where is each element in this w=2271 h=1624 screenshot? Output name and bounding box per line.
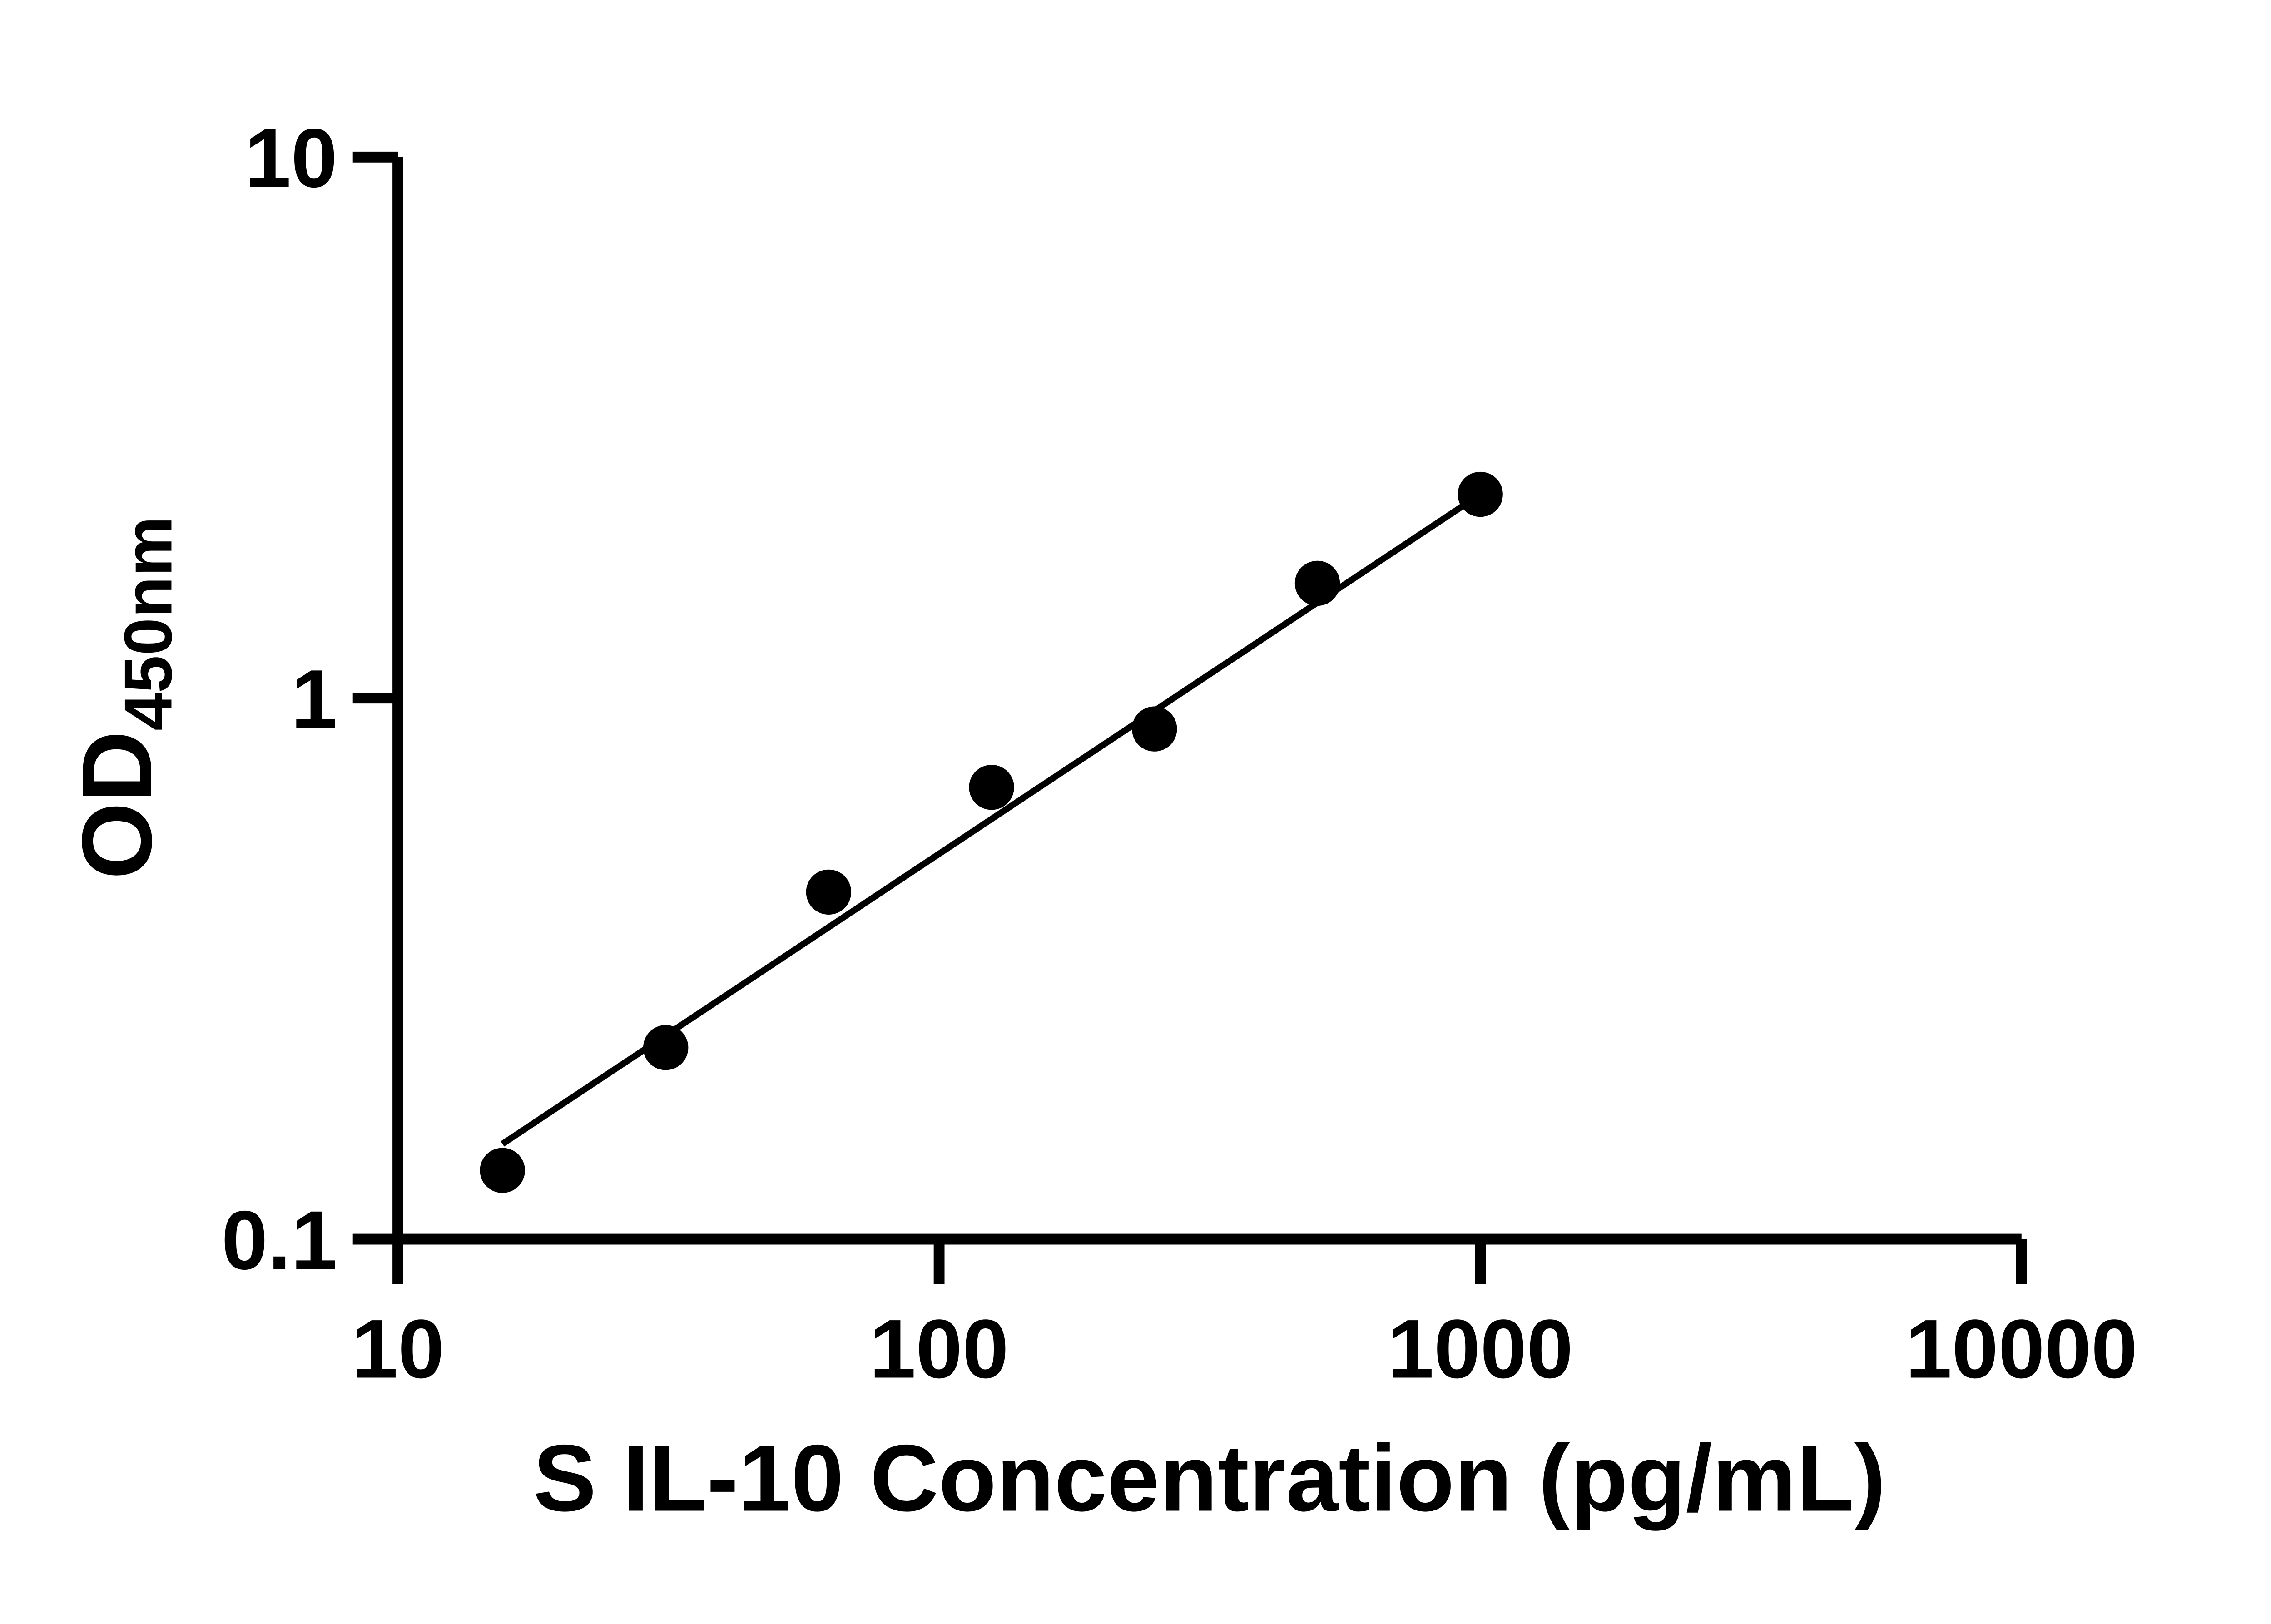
axes — [392, 157, 2022, 1245]
data-point — [480, 1148, 525, 1193]
y-axis-title-main: OD — [62, 731, 173, 880]
data-point — [806, 869, 852, 915]
x-tick-label: 100 — [869, 1302, 1009, 1396]
y-tick-label: 1 — [291, 653, 337, 746]
y-axis-title-subscript: 450nm — [110, 516, 186, 731]
data-point — [969, 765, 1014, 810]
y-axis-title: OD450nm — [62, 516, 186, 880]
data-point — [1294, 560, 1340, 606]
data-points — [480, 471, 1503, 1193]
data-point — [1132, 706, 1177, 752]
x-tick-label: 10000 — [1905, 1302, 2137, 1396]
y-tick-label: 0.1 — [221, 1193, 337, 1287]
x-tick-label: 10 — [352, 1302, 444, 1396]
tick-labels: 0.1 1 10 10 100 1000 10000 — [221, 111, 2137, 1395]
x-axis-title: S IL-10 Concentration (pg/mL) — [533, 1426, 1886, 1531]
y-tick-label: 10 — [245, 111, 337, 204]
x-tick-label: 1000 — [1388, 1302, 1573, 1396]
data-point — [1458, 471, 1503, 517]
axis-ticks — [352, 151, 2027, 1284]
data-point — [643, 1025, 689, 1070]
